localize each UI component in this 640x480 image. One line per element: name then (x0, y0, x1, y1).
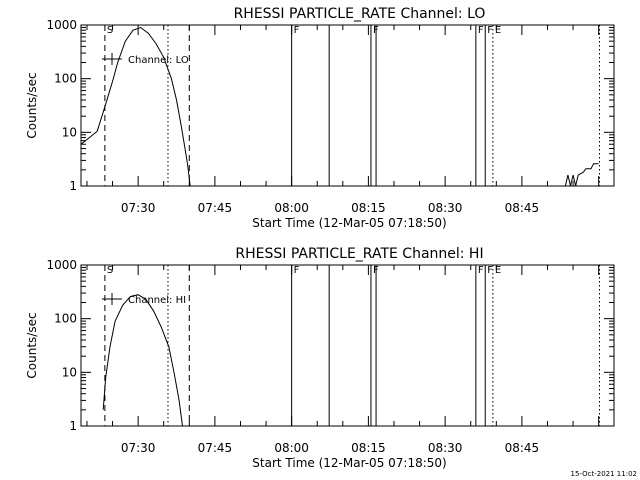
chart-title: RHESSI PARTICLE_RATE Channel: HI (235, 246, 483, 262)
series-line (102, 294, 183, 427)
event-marker-label: S (107, 25, 113, 36)
x-axis-label: Start Time (12-Mar-05 07:18:50) (252, 456, 446, 470)
series-line (80, 26, 191, 187)
x-tick-label: 08:00 (274, 441, 309, 455)
y-tick-label: 1 (69, 179, 77, 193)
chart-panel-hi: RHESSI PARTICLE_RATE Channel: HI 1 10 100 10… (25, 246, 615, 470)
x-tick-label: 08:45 (505, 441, 540, 455)
y-axis-label: Counts/sec (25, 312, 39, 378)
y-tick-label: 1 (69, 419, 77, 433)
y-axis-label: Counts/sec (25, 72, 39, 138)
y-tick-label: 10 (62, 125, 77, 139)
event-marker-label: F (487, 265, 493, 276)
x-tick-label: 07:45 (198, 201, 233, 215)
x-tick-label: 08:30 (428, 201, 463, 215)
event-marker-label: F (487, 25, 493, 36)
event-marker-label: E (495, 265, 501, 276)
x-tick-label: 07:30 (121, 441, 156, 455)
x-tick-label: 07:45 (198, 441, 233, 455)
chart-title: RHESSI PARTICLE_RATE Channel: LO (234, 6, 486, 22)
plot-frame (80, 264, 615, 427)
y-tick-label: 10 (62, 365, 77, 379)
y-tick-label: 100 (54, 312, 77, 326)
event-marker-label: E (495, 25, 501, 36)
footer-timestamp: 15-Oct-2021 11:02 (571, 470, 637, 478)
y-tick-label: 1000 (46, 258, 77, 272)
event-marker-label: F (294, 25, 300, 36)
y-tick-label: 100 (54, 72, 77, 86)
x-tick-label: 07:30 (121, 201, 156, 215)
x-tick-label: 08:45 (505, 201, 540, 215)
event-marker-label: S (107, 265, 113, 276)
y-tick-label: 1000 (46, 18, 77, 32)
plot-frame (80, 24, 615, 187)
x-tick-label: 08:15 (351, 441, 386, 455)
series-line (564, 163, 599, 187)
legend-label: Channel: HI (128, 295, 186, 306)
x-tick-label: 08:15 (351, 201, 386, 215)
event-marker-label: F (478, 265, 484, 276)
legend-label: Channel: LO (128, 55, 189, 66)
x-tick-label: 08:00 (274, 201, 309, 215)
event-marker-label: F (478, 25, 484, 36)
chart-panel-lo: RHESSI PARTICLE_RATE Channel: LO 1 10 100 10… (25, 6, 615, 230)
x-tick-label: 08:30 (428, 441, 463, 455)
x-axis-label: Start Time (12-Mar-05 07:18:50) (252, 216, 446, 230)
event-marker-label: F (294, 265, 300, 276)
